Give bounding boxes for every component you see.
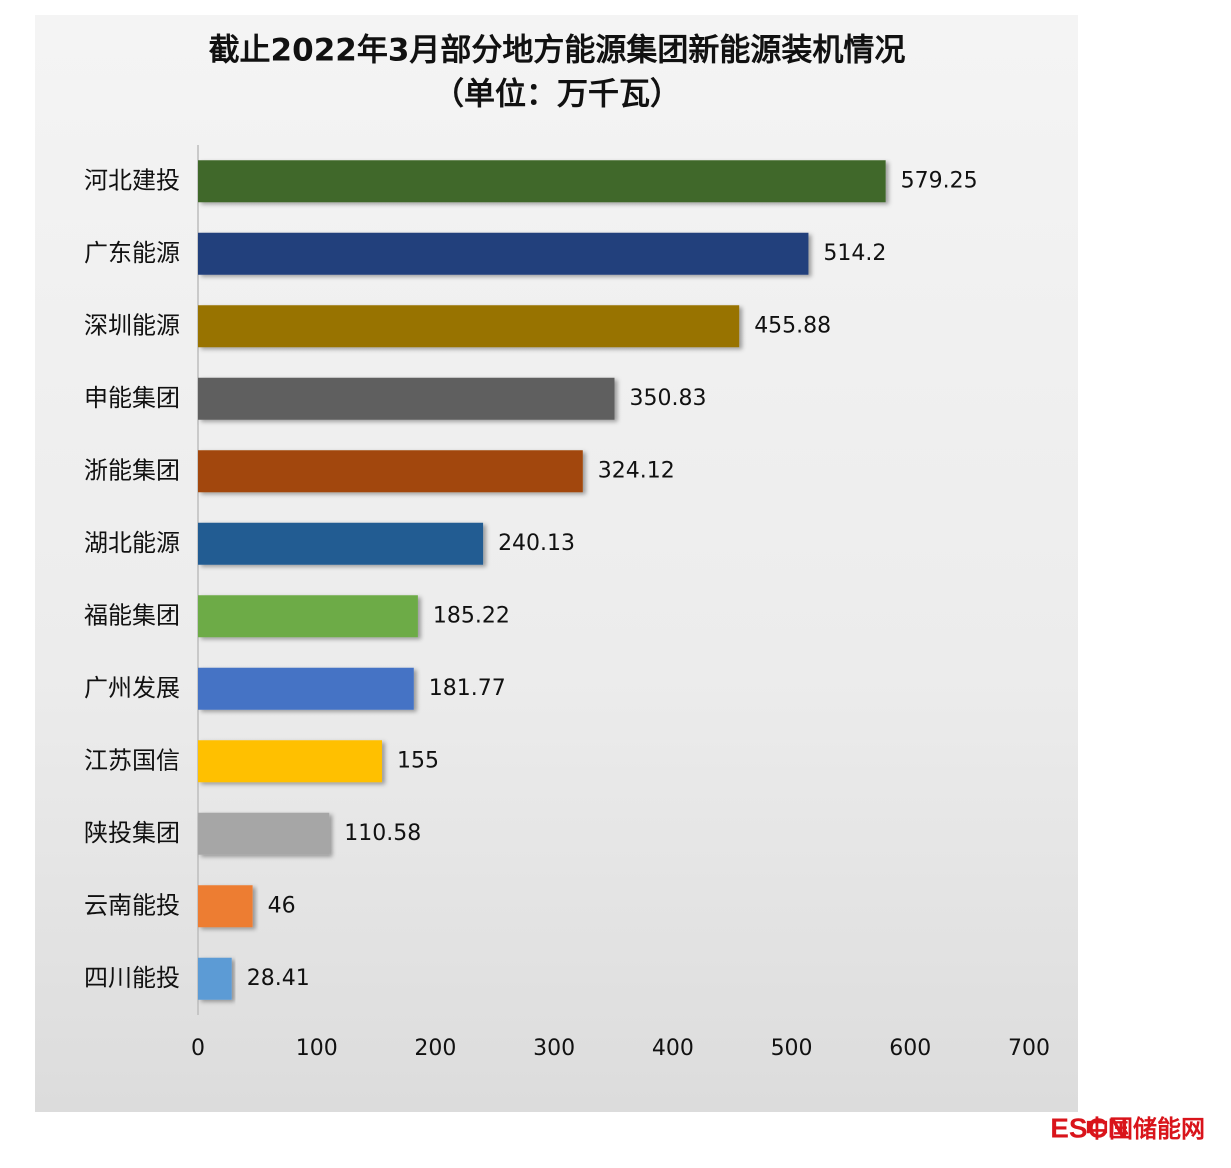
y-tick-label: 浙能集团 (84, 456, 180, 484)
y-tick-label: 深圳能源 (84, 311, 180, 339)
x-tick-label: 700 (1008, 1036, 1050, 1061)
y-tick-label: 湖北能源 (84, 529, 180, 557)
value-label: 46 (268, 893, 296, 918)
chart-title: 截止2022年3月部分地方能源集团新能源装机情况 (209, 33, 906, 69)
y-tick-label: 四川能投 (84, 964, 180, 992)
value-label: 181.77 (429, 676, 506, 701)
x-tick-label: 100 (296, 1036, 338, 1061)
x-tick-label: 600 (889, 1036, 931, 1061)
value-label: 240.13 (498, 531, 575, 556)
value-label: 514.2 (823, 241, 886, 266)
bar (198, 160, 886, 203)
y-tick-label: 江苏国信 (84, 746, 180, 774)
value-label: 110.58 (344, 821, 421, 846)
x-tick-label: 0 (191, 1036, 205, 1061)
x-tick-label: 300 (533, 1036, 575, 1061)
y-tick-label: 云南能投 (84, 891, 180, 919)
bar (198, 812, 330, 855)
chart-subtitle: （单位：万千瓦） (433, 77, 681, 113)
bar (198, 595, 418, 638)
bar (198, 522, 484, 565)
y-tick-label: 广州发展 (84, 674, 180, 702)
bar (198, 450, 583, 493)
logo-brand: ESCN (1050, 1112, 1128, 1143)
bar (198, 305, 740, 348)
value-label: 155 (397, 748, 439, 773)
y-tick-label: 河北建投 (84, 166, 180, 194)
x-tick-label: 500 (771, 1036, 813, 1061)
bar (198, 957, 232, 1000)
y-tick-label: 申能集团 (84, 384, 180, 412)
logo-name: 中国储能网 (1085, 1115, 1205, 1143)
y-tick-label: 陕投集团 (84, 819, 180, 847)
y-tick-label: 广东能源 (84, 239, 180, 267)
value-label: 324.12 (598, 458, 675, 483)
y-tick-label: 福能集团 (84, 601, 180, 629)
value-label: 455.88 (754, 313, 831, 338)
value-label: 28.41 (247, 966, 310, 991)
x-tick-label: 400 (652, 1036, 694, 1061)
value-label: 579.25 (901, 168, 978, 193)
bar (198, 377, 615, 420)
bar (198, 232, 809, 275)
x-tick-label: 200 (414, 1036, 456, 1061)
bar (198, 740, 383, 783)
value-label: 185.22 (433, 603, 510, 628)
bar (198, 885, 253, 928)
value-label: 350.83 (629, 386, 706, 411)
bar (198, 667, 414, 710)
